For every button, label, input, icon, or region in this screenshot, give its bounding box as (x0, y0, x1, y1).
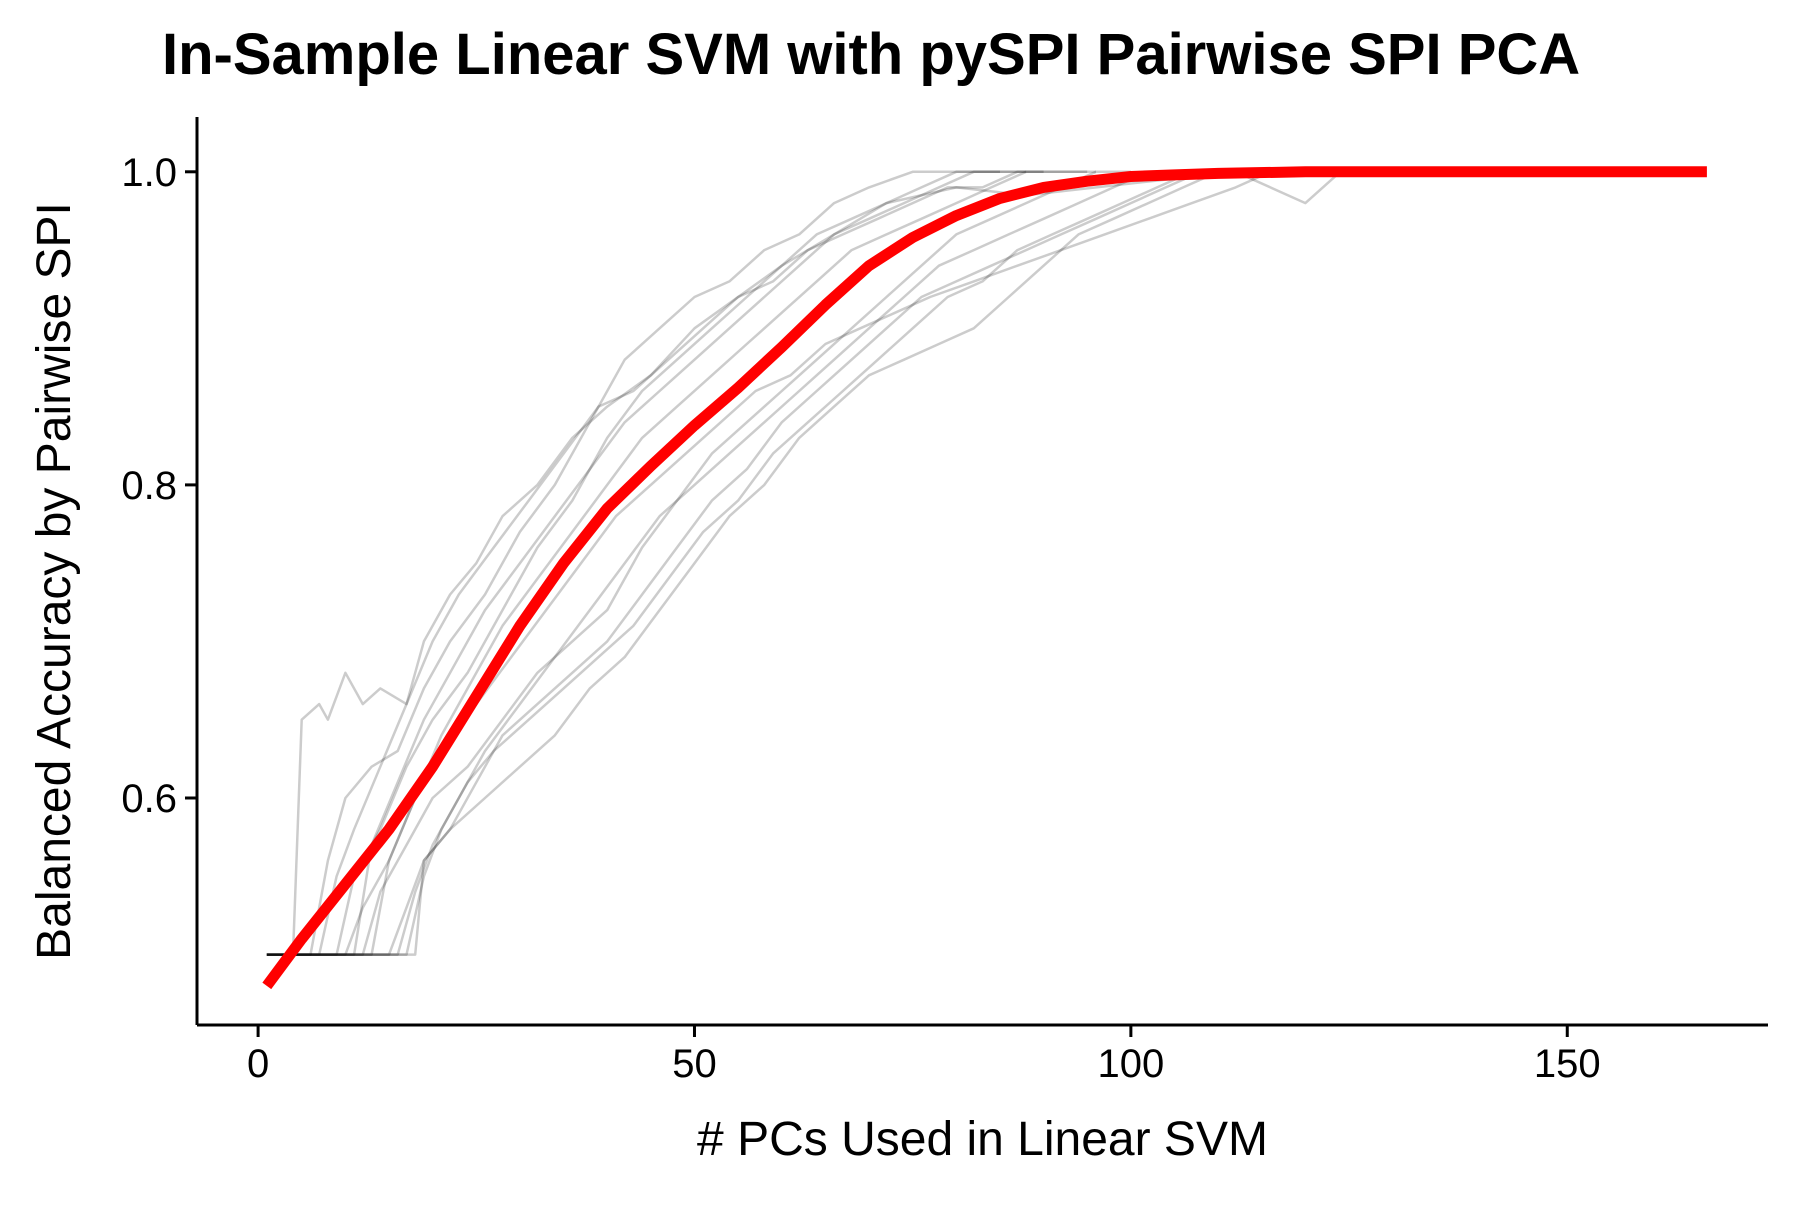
replicate-line-7 (266, 170, 1272, 956)
y-tick-label: 1.0 (121, 151, 177, 195)
replicate-line-6 (266, 170, 1202, 956)
y-axis-ticks: 0.6 0.8 1.0 (121, 151, 197, 821)
replicate-line-9 (266, 170, 1096, 956)
replicate-line-10 (266, 170, 1149, 956)
x-tick-label: 150 (1534, 1042, 1601, 1086)
y-axis-title: Balanced Accuracy by Pairwise SPI (28, 202, 81, 960)
x-axis-ticks: 0 50 100 150 (247, 1025, 1601, 1086)
replicate-line-4 (266, 170, 1131, 956)
replicate-lines (266, 170, 1342, 956)
replicate-line-1 (266, 170, 1342, 956)
replicate-line-2 (266, 170, 1000, 956)
y-tick-label: 0.6 (121, 777, 177, 821)
chart-title: In-Sample Linear SVM with pySPI Pairwise… (162, 22, 1580, 87)
plot-area (262, 166, 1707, 990)
replicate-line-3 (266, 170, 1027, 956)
mean-accuracy-line (262, 166, 1707, 990)
x-tick-label: 50 (672, 1042, 717, 1086)
replicate-line-5 (266, 170, 1219, 956)
replicate-line-12 (266, 170, 1193, 956)
y-tick-label: 0.8 (121, 464, 177, 508)
x-tick-label: 100 (1097, 1042, 1164, 1086)
x-axis-title: # PCs Used in Linear SVM (697, 1113, 1268, 1166)
x-tick-label: 0 (247, 1042, 269, 1086)
replicate-line-8 (266, 170, 1088, 956)
replicate-line-11 (266, 170, 1044, 956)
